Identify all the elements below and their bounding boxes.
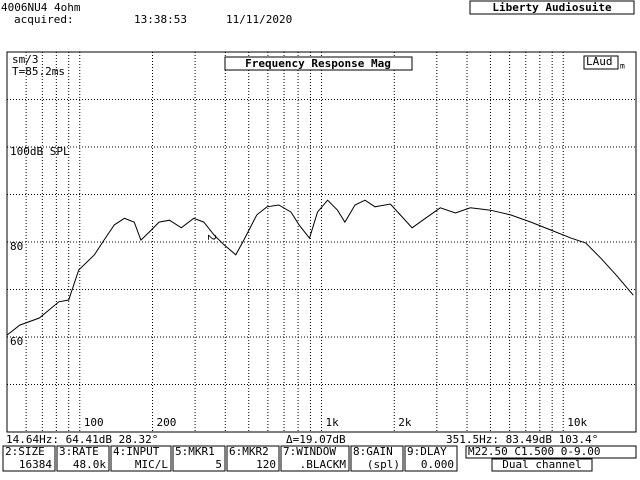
x-tick-label: 200 <box>157 416 177 429</box>
key-value[interactable]: 0.000 <box>421 458 454 471</box>
time: 13:38:53 <box>134 13 187 26</box>
mode[interactable]: Dual channel <box>502 458 581 471</box>
y-tick-label: 80 <box>10 240 23 253</box>
key-box[interactable] <box>404 445 458 472</box>
key-label[interactable]: 9:DLAY <box>407 445 447 458</box>
badge-box <box>583 55 619 70</box>
key-label[interactable]: 3:RATE <box>59 445 99 458</box>
annotation: T=85.2ms <box>12 65 65 78</box>
device: 4006NU4 4ohm <box>1 1 81 14</box>
x-tick-label: 1k <box>326 416 340 429</box>
key-value[interactable]: 48.0k <box>73 458 106 471</box>
x-tick-label: 2k <box>398 416 412 429</box>
key-value[interactable]: 16384 <box>19 458 52 471</box>
x-tick-label: 100 <box>84 416 104 429</box>
key-box[interactable] <box>280 445 350 472</box>
key-box[interactable] <box>172 445 226 472</box>
acquired: acquired: <box>14 13 74 26</box>
key-label[interactable]: 2:SIZE <box>5 445 45 458</box>
marker-label: 2 <box>205 234 218 241</box>
key-value[interactable]: .BLACKM <box>300 458 347 471</box>
app-name: Liberty Audiosuite <box>492 1 612 14</box>
mode-box[interactable] <box>491 458 593 472</box>
title-box <box>224 56 413 71</box>
key-box[interactable] <box>2 445 56 472</box>
settings-box <box>465 445 637 459</box>
key-label[interactable]: 8:GAIN <box>353 445 393 458</box>
badge: LAud <box>586 55 613 68</box>
y-tick-label: 100dB SPL <box>10 145 70 158</box>
key-label[interactable]: 6:MKR2 <box>229 445 269 458</box>
y-tick-label: 60 <box>10 335 23 348</box>
app-box <box>469 0 635 15</box>
response-line <box>6 199 634 336</box>
annotation: sm/3 <box>12 53 39 66</box>
status-right: 351.5Hz: 83.49dB 103.4° <box>446 433 598 446</box>
key-value[interactable]: MIC/L <box>135 458 168 471</box>
chart-title: Frequency Response Mag <box>245 57 391 70</box>
badge-sub: m <box>620 62 625 71</box>
date: 11/11/2020 <box>226 13 292 26</box>
key-value[interactable]: 120 <box>256 458 276 471</box>
key-value[interactable]: 5 <box>215 458 222 471</box>
key-box[interactable] <box>226 445 280 472</box>
key-box[interactable] <box>110 445 172 472</box>
status-delta: Δ=19.07dB <box>286 433 346 446</box>
key-box[interactable] <box>56 445 110 472</box>
key-label[interactable]: 5:MKR1 <box>175 445 215 458</box>
key-label[interactable]: 4:INPUT <box>113 445 160 458</box>
key-value[interactable]: (spl) <box>367 458 400 471</box>
key-box[interactable] <box>350 445 404 472</box>
key-label[interactable]: 7:WINDOW <box>283 445 336 458</box>
x-tick-label: 10k <box>567 416 587 429</box>
settings: M22.50 C1.500 0-9.00 <box>468 445 600 458</box>
status-left: 14.64Hz: 64.41dB 28.32° <box>6 433 158 446</box>
